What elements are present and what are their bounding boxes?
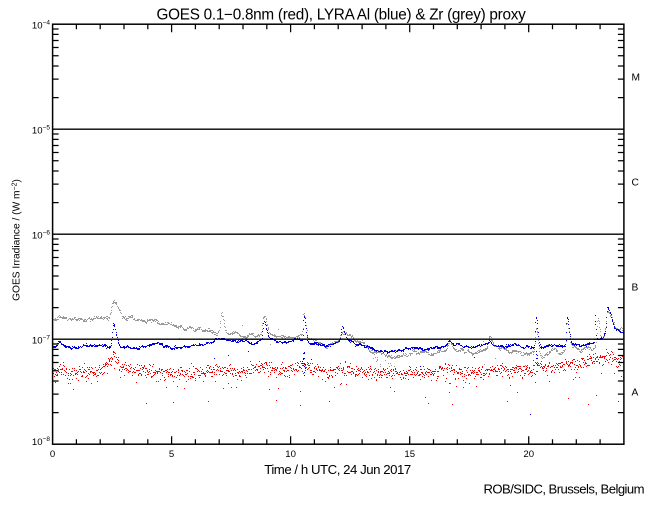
svg-text:Time / h UTC, 24 Jun 2017: Time / h UTC, 24 Jun 2017 <box>264 462 411 477</box>
svg-text:M: M <box>632 72 641 83</box>
svg-text:A: A <box>632 387 639 398</box>
svg-text:ROB/SIDC, Brussels, Belgium: ROB/SIDC, Brussels, Belgium <box>483 482 644 497</box>
svg-text:20: 20 <box>523 449 534 460</box>
svg-text:GOES 0.1−0.8nm (red), LYRA Al: GOES 0.1−0.8nm (red), LYRA Al (blue) & Z… <box>157 6 527 23</box>
svg-text:5: 5 <box>169 449 174 460</box>
svg-text:10: 10 <box>285 449 296 460</box>
svg-text:C: C <box>632 177 639 188</box>
svg-text:B: B <box>632 282 639 293</box>
svg-text:0: 0 <box>50 449 55 460</box>
svg-text:15: 15 <box>404 449 415 460</box>
svg-text:GOES Irradiance / (W m−2): GOES Irradiance / (W m−2) <box>12 179 23 301</box>
